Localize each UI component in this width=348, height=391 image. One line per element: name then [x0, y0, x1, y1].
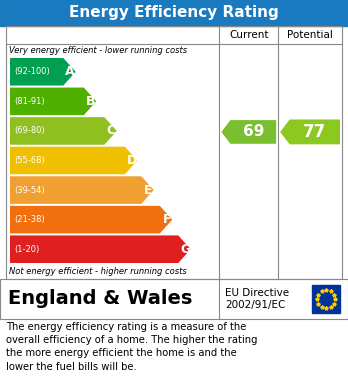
Text: Current: Current: [229, 30, 269, 40]
Bar: [6, 26, 342, 279]
Text: F: F: [163, 213, 171, 226]
Polygon shape: [10, 235, 191, 263]
Polygon shape: [10, 147, 137, 174]
Text: (1-20): (1-20): [14, 245, 39, 254]
Text: The energy efficiency rating is a measure of the
overall efficiency of a home. T: The energy efficiency rating is a measur…: [6, 322, 258, 371]
Text: England & Wales: England & Wales: [8, 289, 192, 308]
Text: E: E: [144, 183, 152, 197]
Text: Very energy efficient - lower running costs: Very energy efficient - lower running co…: [9, 46, 187, 55]
Text: 69: 69: [243, 124, 264, 140]
Polygon shape: [10, 206, 172, 233]
Text: EU Directive
2002/91/EC: EU Directive 2002/91/EC: [226, 288, 290, 310]
Text: (69-80): (69-80): [14, 126, 45, 135]
Text: Not energy efficient - higher running costs: Not energy efficient - higher running co…: [9, 267, 187, 276]
Text: (55-68): (55-68): [14, 156, 45, 165]
Polygon shape: [10, 176, 154, 204]
Text: (39-54): (39-54): [14, 186, 45, 195]
Text: G: G: [180, 243, 190, 256]
Text: (92-100): (92-100): [14, 67, 50, 76]
Text: Potential: Potential: [287, 30, 333, 40]
Polygon shape: [221, 120, 276, 144]
Text: Energy Efficiency Rating: Energy Efficiency Rating: [69, 5, 279, 20]
Polygon shape: [10, 117, 117, 145]
Bar: [0, 0, 348, 26]
Text: B: B: [86, 95, 95, 108]
Polygon shape: [10, 58, 76, 86]
Polygon shape: [280, 120, 340, 144]
Text: (81-91): (81-91): [14, 97, 45, 106]
Text: D: D: [127, 154, 137, 167]
Text: C: C: [106, 124, 116, 137]
Polygon shape: [10, 88, 96, 115]
Bar: [0, 279, 348, 319]
Text: 77: 77: [303, 123, 326, 141]
Bar: [312, 285, 340, 313]
Text: A: A: [65, 65, 75, 78]
Text: (21-38): (21-38): [14, 215, 45, 224]
